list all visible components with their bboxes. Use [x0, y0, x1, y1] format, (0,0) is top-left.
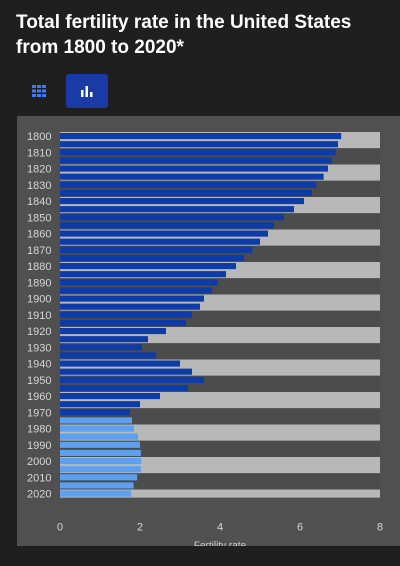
bar-1995[interactable]: [60, 449, 141, 456]
y-tick-label: 1870: [27, 245, 51, 257]
y-tick-label: 2010: [27, 472, 51, 484]
bar-1990[interactable]: [60, 441, 140, 448]
bar-1950[interactable]: [60, 376, 204, 383]
y-tick-label: 1990: [27, 440, 51, 452]
x-tick-label: 8: [377, 522, 383, 534]
y-tick-label: 1860: [27, 229, 51, 241]
y-tick-label: 1900: [27, 294, 51, 306]
y-tick-label: 1910: [27, 310, 51, 322]
grid-table-icon: [32, 85, 46, 97]
bar-1835[interactable]: [60, 189, 312, 196]
bar-chart-icon: [81, 86, 93, 97]
bar-1940[interactable]: [60, 360, 180, 367]
y-tick-label: 1800: [27, 131, 51, 143]
bar-1830[interactable]: [60, 181, 317, 188]
y-tick-label: 1960: [27, 391, 51, 403]
x-tick-label: 6: [297, 522, 303, 534]
y-tick-label: 2000: [27, 456, 51, 468]
y-tick-label: 1880: [27, 261, 51, 273]
bar-1965[interactable]: [60, 401, 140, 408]
bar-1870[interactable]: [60, 246, 253, 253]
bar-1895[interactable]: [60, 287, 212, 294]
x-tick-label: 4: [217, 522, 223, 534]
y-tick-label: 1970: [27, 407, 51, 419]
y-tick-label: 1830: [27, 180, 51, 192]
chart-panel: 1800 1810 1820 1830 1840 1850 1860 1870 1880 1890…: [17, 116, 400, 546]
bar-1945[interactable]: [60, 368, 192, 375]
bar-1900[interactable]: [60, 295, 204, 302]
bar-1855[interactable]: [60, 222, 274, 229]
y-tick-label: 1840: [27, 196, 51, 208]
bar-1935[interactable]: [60, 352, 156, 359]
y-tick-label: 1820: [27, 164, 51, 176]
y-tick-label: 1920: [27, 326, 51, 338]
x-tick-label: 2: [137, 522, 143, 534]
bar-1875[interactable]: [60, 254, 244, 261]
bar-1970[interactable]: [60, 409, 130, 416]
grid-band: [60, 408, 380, 425]
bar-1930[interactable]: [60, 344, 142, 351]
bar-1825[interactable]: [60, 173, 324, 180]
bar-1880[interactable]: [60, 263, 236, 270]
bar-1820[interactable]: [60, 165, 328, 172]
table-view-button[interactable]: [18, 74, 60, 108]
bar-1815[interactable]: [60, 157, 332, 164]
bar-chart: 1800 1810 1820 1830 1840 1850 1860 1870 1880 1890…: [27, 131, 383, 546]
grid-band: [60, 424, 380, 441]
bar-1925[interactable]: [60, 336, 148, 343]
bar-2000[interactable]: [60, 458, 142, 465]
page-title: Total fertility rate in the United State…: [16, 12, 352, 58]
bar-1910[interactable]: [60, 311, 192, 318]
bar-1975[interactable]: [60, 417, 132, 424]
y-tick-label: 1980: [27, 424, 51, 436]
bar-1885[interactable]: [60, 271, 226, 278]
bar-1840[interactable]: [60, 198, 304, 205]
y-tick-label: 1940: [27, 359, 51, 371]
x-tick-label: 0: [57, 522, 63, 534]
y-tick-label: 1810: [27, 147, 51, 159]
bar-1980[interactable]: [60, 425, 134, 432]
bar-1860[interactable]: [60, 230, 268, 237]
y-tick-label: 1850: [27, 212, 51, 224]
bar-1810[interactable]: [60, 149, 336, 156]
bar-2010[interactable]: [60, 474, 138, 481]
chart-view-button[interactable]: [66, 74, 108, 108]
y-tick-label: 1890: [27, 277, 51, 289]
bar-1960[interactable]: [60, 393, 160, 400]
bar-1865[interactable]: [60, 238, 260, 245]
bar-2020[interactable]: [60, 490, 132, 497]
y-tick-label: 1930: [27, 342, 51, 354]
grid-band: [60, 489, 380, 498]
bar-2005[interactable]: [60, 466, 141, 473]
bar-1955[interactable]: [60, 384, 188, 391]
grid-band: [60, 473, 380, 490]
y-tick-label: 2020: [27, 489, 51, 501]
bar-1805[interactable]: [60, 141, 338, 148]
x-axis-title: Fertility rate: [194, 541, 247, 546]
bar-1985[interactable]: [60, 433, 138, 440]
bar-1800[interactable]: [60, 133, 342, 140]
bar-2015[interactable]: [60, 482, 134, 489]
bar-1915[interactable]: [60, 319, 186, 326]
bar-1905[interactable]: [60, 303, 200, 310]
bar-1845[interactable]: [60, 206, 294, 213]
bar-1850[interactable]: [60, 214, 284, 221]
bar-1920[interactable]: [60, 328, 166, 335]
bar-1890[interactable]: [60, 279, 218, 286]
y-tick-label: 1950: [27, 375, 51, 387]
